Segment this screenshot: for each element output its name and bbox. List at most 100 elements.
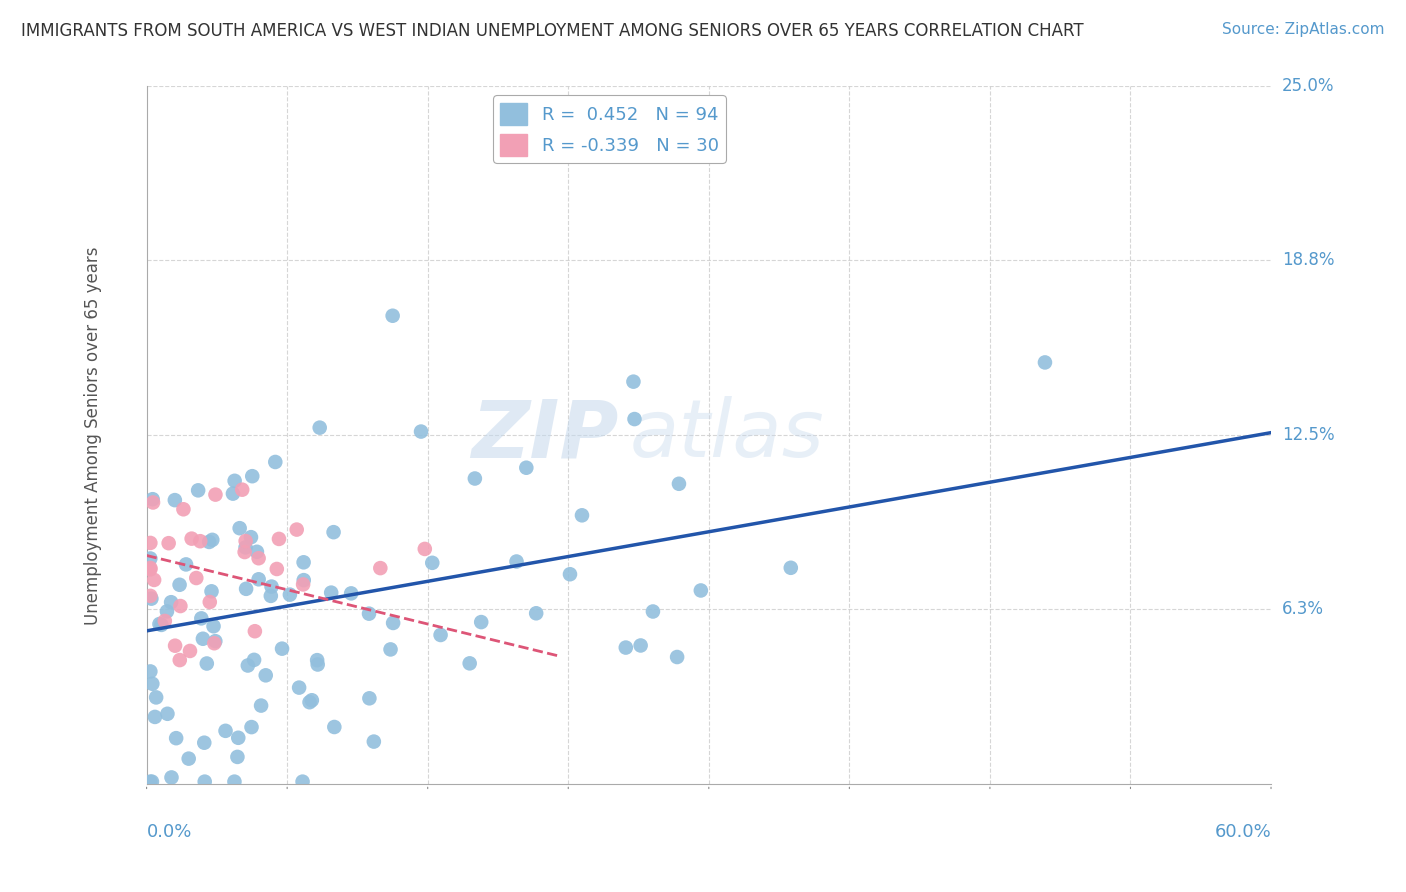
Point <box>409 425 432 439</box>
Point <box>139 562 162 576</box>
Point <box>193 736 215 750</box>
Point <box>292 577 315 591</box>
Point <box>169 578 191 592</box>
Point <box>169 653 191 667</box>
Point <box>264 455 287 469</box>
Point <box>505 554 527 568</box>
Point <box>323 720 346 734</box>
Point <box>160 771 183 785</box>
Point <box>214 723 236 738</box>
Point <box>285 523 308 537</box>
Point <box>187 483 209 498</box>
Point <box>1033 355 1056 369</box>
Point <box>143 710 166 724</box>
Point <box>231 483 253 497</box>
Text: IMMIGRANTS FROM SOUTH AMERICA VS WEST INDIAN UNEMPLOYMENT AMONG SENIORS OVER 65 : IMMIGRANTS FROM SOUTH AMERICA VS WEST IN… <box>21 22 1084 40</box>
Point <box>204 488 226 502</box>
Point <box>169 599 191 613</box>
Point <box>668 476 690 491</box>
Point <box>201 533 224 547</box>
Point <box>382 615 405 630</box>
Point <box>630 639 652 653</box>
Point <box>321 585 343 599</box>
Point <box>641 605 664 619</box>
Point <box>464 471 486 485</box>
Point <box>156 706 179 721</box>
Point <box>191 632 214 646</box>
Point <box>141 774 163 789</box>
Point <box>243 624 266 639</box>
Point <box>254 668 277 682</box>
Point <box>139 589 162 603</box>
Point <box>260 580 283 594</box>
Point <box>370 561 392 575</box>
Point <box>291 774 314 789</box>
Point <box>246 545 269 559</box>
Point <box>195 657 218 671</box>
Point <box>359 691 381 706</box>
Point <box>148 617 170 632</box>
Point <box>623 375 645 389</box>
Point <box>458 657 481 671</box>
Point <box>524 607 547 621</box>
Point <box>235 582 257 596</box>
Text: ZIP: ZIP <box>471 396 619 475</box>
Point <box>308 420 330 434</box>
Point <box>226 750 249 764</box>
Point <box>240 720 263 734</box>
Point <box>381 309 404 323</box>
Point <box>235 534 257 549</box>
Point <box>226 731 249 745</box>
Point <box>689 583 711 598</box>
Point <box>198 535 221 549</box>
Point <box>233 545 256 559</box>
Point <box>224 774 246 789</box>
Point <box>340 586 363 600</box>
Point <box>614 640 637 655</box>
Point <box>188 534 211 549</box>
Point <box>240 469 263 483</box>
Point <box>363 734 385 748</box>
Point <box>194 774 217 789</box>
Point <box>558 567 581 582</box>
Point <box>413 541 436 556</box>
Point <box>250 698 273 713</box>
Text: Source: ZipAtlas.com: Source: ZipAtlas.com <box>1222 22 1385 37</box>
Point <box>200 584 222 599</box>
Point <box>243 653 266 667</box>
Point <box>141 677 163 691</box>
Point <box>156 604 179 618</box>
Point <box>298 695 321 709</box>
Point <box>186 571 208 585</box>
Point <box>157 536 180 550</box>
Point <box>163 493 186 508</box>
Text: 60.0%: 60.0% <box>1215 823 1271 841</box>
Point <box>666 650 689 665</box>
Text: 25.0%: 25.0% <box>1282 78 1334 95</box>
Point <box>236 658 259 673</box>
Point <box>271 641 294 656</box>
Point <box>301 693 323 707</box>
Point <box>172 502 194 516</box>
Point <box>429 628 451 642</box>
Text: 6.3%: 6.3% <box>1282 599 1324 617</box>
Point <box>247 572 270 586</box>
Point <box>380 642 402 657</box>
Point <box>247 551 270 566</box>
Point <box>357 607 380 621</box>
Point <box>240 530 263 544</box>
Text: 12.5%: 12.5% <box>1282 426 1334 444</box>
Point <box>515 460 537 475</box>
Point <box>190 611 212 625</box>
Text: 18.8%: 18.8% <box>1282 251 1334 268</box>
Point <box>322 525 344 540</box>
Point <box>292 555 315 569</box>
Point <box>267 532 290 546</box>
Point <box>143 573 166 587</box>
Point <box>165 639 187 653</box>
Point <box>174 558 197 572</box>
Point <box>288 681 311 695</box>
Text: 0.0%: 0.0% <box>146 823 193 841</box>
Point <box>153 614 176 628</box>
Point <box>139 536 162 550</box>
